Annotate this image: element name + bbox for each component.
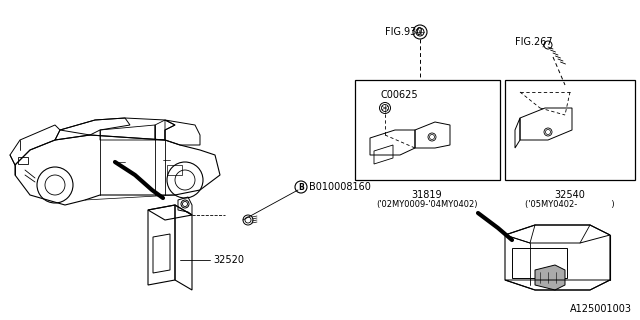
Text: FIG.930: FIG.930 [385,27,422,37]
Text: B010008160: B010008160 [309,182,371,192]
Bar [355,80,500,180]
Text: B: B [298,182,304,191]
Polygon shape [535,265,565,290]
Bar [18,157,28,164]
Text: A125001003: A125001003 [570,304,632,314]
Text: 32520: 32520 [213,255,244,265]
Text: ('02MY0009-'04MY0402): ('02MY0009-'04MY0402) [376,200,477,209]
Text: ('05MY0402-             ): ('05MY0402- ) [525,200,615,209]
Text: 32540: 32540 [555,190,586,200]
Text: C00625: C00625 [380,90,418,100]
Text: FIG.267: FIG.267 [515,37,552,47]
Bar [167,165,182,175]
Text: 31819: 31819 [412,190,442,200]
Bar [512,248,567,278]
Bar [505,80,635,180]
